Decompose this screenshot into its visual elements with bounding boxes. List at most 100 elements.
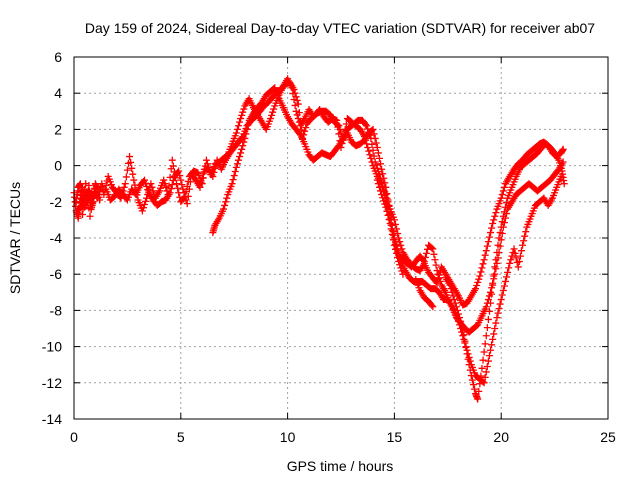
data-point-plus-marker [522, 228, 530, 236]
data-point-plus-marker [366, 151, 374, 159]
data-point-plus-marker [474, 395, 482, 403]
data-point-plus-marker [394, 229, 402, 237]
data-point-plus-marker [430, 250, 438, 258]
data-point-plus-marker [384, 211, 392, 219]
data-point-plus-marker [122, 173, 130, 181]
data-point-plus-marker [372, 139, 380, 147]
x-tick-label: 15 [387, 429, 403, 445]
data-point-plus-marker [487, 229, 495, 237]
chart-title: Day 159 of 2024, Sidereal Day-to-day VTE… [85, 20, 595, 36]
data-point-plus-marker [496, 300, 504, 308]
data-point-plus-marker [370, 130, 378, 138]
data-point-plus-marker [240, 138, 248, 146]
data-point-plus-marker [120, 183, 128, 191]
data-point-plus-marker [182, 196, 190, 204]
data-point-plus-marker [175, 167, 183, 175]
x-tick-label: 20 [493, 429, 509, 445]
data-point-plus-marker [229, 176, 237, 184]
data-point-plus-marker [143, 182, 151, 190]
data-point-plus-marker [232, 163, 240, 171]
data-point-plus-marker [385, 215, 393, 223]
data-point-plus-marker [233, 125, 241, 133]
x-tick-labels: 0 5 10 15 20 25 [70, 429, 616, 445]
data-point-plus-marker [465, 361, 473, 369]
data-point-plus-marker [295, 129, 303, 137]
data-point-plus-marker [471, 385, 478, 393]
data-point-plus-marker [484, 296, 492, 304]
data-point-plus-marker [504, 268, 512, 276]
y-tick-label: -2 [50, 194, 63, 210]
data-point-plus-marker [381, 200, 389, 208]
data-point-plus-marker [241, 134, 249, 142]
data-point-plus-marker [374, 180, 382, 188]
data-point-plus-marker [488, 224, 496, 232]
data-point-plus-marker [434, 270, 442, 278]
data-point-plus-marker [475, 275, 483, 283]
data-point-plus-marker [515, 258, 523, 266]
data-point-plus-marker [490, 216, 498, 224]
y-tick-label: -8 [50, 302, 63, 318]
data-point-plus-marker [464, 355, 472, 363]
data-point-plus-marker [505, 264, 513, 272]
data-point-plus-marker [382, 183, 390, 191]
data-point-plus-marker [479, 260, 487, 268]
data-point-plus-marker [223, 194, 231, 202]
data-point-plus-marker [485, 307, 493, 315]
data-point-plus-marker [499, 286, 507, 294]
data-point-plus-marker [211, 164, 219, 172]
data-point-plus-marker [454, 310, 462, 318]
data-point-plus-marker [240, 105, 248, 113]
data-point-plus-marker [517, 247, 525, 255]
data-point-plus-marker [499, 212, 507, 220]
data-point-plus-marker [483, 363, 491, 371]
data-point-plus-marker [184, 192, 192, 200]
data-point-plus-marker [365, 147, 373, 155]
data-point-plus-marker [88, 199, 96, 207]
data-point-plus-marker [83, 188, 91, 196]
data-point-plus-marker [180, 189, 188, 197]
data-point-plus-marker [130, 176, 138, 184]
data-point-plus-marker [269, 108, 277, 116]
data-point-plus-marker [87, 205, 95, 213]
data-point-plus-marker [468, 376, 476, 384]
data-point-plus-marker [142, 197, 150, 205]
y-tick-label: -14 [42, 411, 62, 427]
data-point-plus-marker [482, 332, 490, 340]
data-point-plus-marker [498, 191, 506, 199]
data-point-plus-marker [232, 129, 240, 137]
data-point-plus-marker [519, 241, 527, 249]
data-point-plus-marker [399, 270, 407, 278]
data-point-plus-marker [371, 134, 379, 142]
data-point-plus-marker [237, 115, 245, 123]
data-point-plus-marker [162, 183, 170, 191]
data-point-plus-marker [270, 105, 278, 113]
data-point-plus-marker [476, 272, 484, 280]
data-point-plus-marker [90, 185, 98, 193]
data-point-plus-marker [378, 191, 386, 199]
data-point-plus-marker [483, 324, 491, 332]
data-point-plus-marker [377, 160, 385, 168]
data-point-plus-marker [161, 180, 169, 188]
data-point-plus-marker [183, 200, 191, 208]
data-point-plus-marker [398, 267, 406, 275]
data-point-plus-marker [362, 120, 370, 128]
data-point-plus-marker [139, 204, 147, 212]
y-axis-label: SDTVAR / TECUs [7, 182, 23, 294]
data-point-plus-marker [294, 100, 302, 108]
data-point-plus-marker [369, 146, 377, 154]
x-tick-label: 10 [280, 429, 296, 445]
data-point-plus-marker [503, 199, 511, 207]
data-point-plus-marker [238, 145, 246, 153]
data-point-plus-marker [173, 180, 181, 188]
data-point-plus-marker [386, 220, 394, 228]
data-point-plus-marker [429, 303, 437, 311]
data-point-plus-marker [166, 189, 174, 197]
grid-lines [74, 57, 608, 419]
x-tick-label: 5 [177, 429, 185, 445]
data-point-plus-marker [342, 120, 350, 128]
data-point-plus-marker [485, 233, 493, 241]
data-point-plus-marker [169, 162, 177, 170]
data-point-plus-marker [511, 249, 519, 257]
data-point-plus-marker [383, 207, 391, 215]
